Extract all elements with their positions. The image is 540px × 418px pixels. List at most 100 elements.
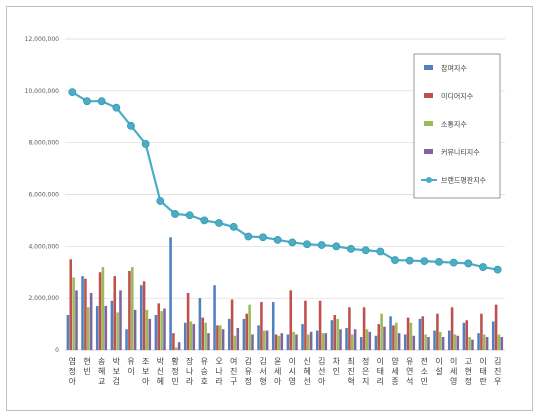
- line-point: [141, 140, 150, 148]
- bar: [201, 317, 205, 350]
- line-point: [68, 88, 77, 97]
- bar: [274, 334, 278, 350]
- bar: [198, 298, 202, 350]
- line-point: [391, 256, 399, 264]
- x-axis-categories: 염 정 아 현 빈 송 혜 교 박 보 검 유 이 조 보 아 박 신 혜 황 정 민 장 나 라 유 승 호 오 나 라 여 진 구 김 유 정 김 서 형…: [69, 356, 502, 386]
- bar: [456, 335, 460, 350]
- bar: [324, 333, 328, 350]
- bar: [87, 307, 90, 350]
- legend-label: 커뮤니티지수: [441, 148, 480, 157]
- legend-label: 미디어지수: [441, 92, 474, 101]
- bar: [318, 300, 322, 350]
- bar: [69, 259, 73, 350]
- bar-layer: [66, 237, 504, 350]
- bar: [295, 334, 298, 350]
- bar: [227, 318, 231, 350]
- legend-label: 브랜드평판지수: [441, 176, 487, 185]
- legend-label: 소통지수: [441, 120, 467, 129]
- bar: [441, 337, 445, 350]
- legend-swatch: [424, 121, 433, 126]
- bar: [424, 334, 427, 350]
- bar: [353, 329, 357, 350]
- bar: [477, 333, 480, 350]
- bar: [271, 302, 275, 350]
- bar: [439, 331, 442, 350]
- bar: [377, 324, 381, 350]
- bar: [265, 330, 269, 350]
- bar: [403, 334, 407, 350]
- bar: [145, 309, 149, 350]
- bar: [104, 305, 108, 350]
- bar: [412, 335, 416, 350]
- bar: [219, 325, 222, 350]
- bar: [436, 313, 439, 350]
- line-point: [420, 257, 429, 266]
- bar: [95, 305, 99, 350]
- line-layer: [68, 88, 502, 274]
- y-tick-label: 6,000,000: [28, 192, 59, 199]
- bar: [330, 320, 334, 350]
- bar: [315, 330, 319, 350]
- bar: [359, 337, 363, 350]
- bar: [336, 318, 339, 350]
- bar: [374, 335, 378, 350]
- line-point: [303, 240, 311, 249]
- bar: [213, 285, 216, 350]
- bar: [395, 322, 398, 350]
- line-point: [83, 97, 91, 106]
- line-point: [185, 211, 194, 220]
- line-point: [97, 97, 106, 106]
- bar: [453, 334, 457, 350]
- bar: [468, 337, 471, 350]
- bar: [175, 347, 178, 350]
- bar: [157, 303, 161, 350]
- bar: [392, 325, 395, 350]
- bar: [230, 299, 234, 350]
- bar: [207, 333, 210, 350]
- legend-swatch-marker: [426, 177, 432, 183]
- bar: [236, 327, 240, 350]
- line-point: [244, 232, 253, 241]
- bar: [257, 325, 260, 350]
- bar: [397, 333, 401, 350]
- y-tick-label: 8,000,000: [28, 140, 59, 147]
- bar: [368, 331, 372, 350]
- bar: [177, 342, 181, 350]
- bar: [480, 313, 483, 350]
- bar: [389, 316, 392, 350]
- bar: [450, 307, 454, 350]
- bar: [84, 278, 87, 350]
- line-point: [493, 265, 502, 274]
- bar: [433, 330, 436, 350]
- bar: [72, 277, 75, 350]
- bar: [248, 304, 251, 350]
- bar: [465, 320, 469, 350]
- y-tick-label: 10,000,000: [25, 88, 60, 95]
- bar: [110, 300, 114, 350]
- bar: [365, 329, 369, 350]
- line-point: [479, 263, 487, 271]
- line-point: [405, 256, 414, 265]
- bar: [485, 337, 489, 350]
- line-point: [361, 246, 370, 255]
- bar: [351, 334, 354, 350]
- line-point: [215, 219, 223, 227]
- line-point: [332, 242, 341, 251]
- bar: [131, 267, 134, 350]
